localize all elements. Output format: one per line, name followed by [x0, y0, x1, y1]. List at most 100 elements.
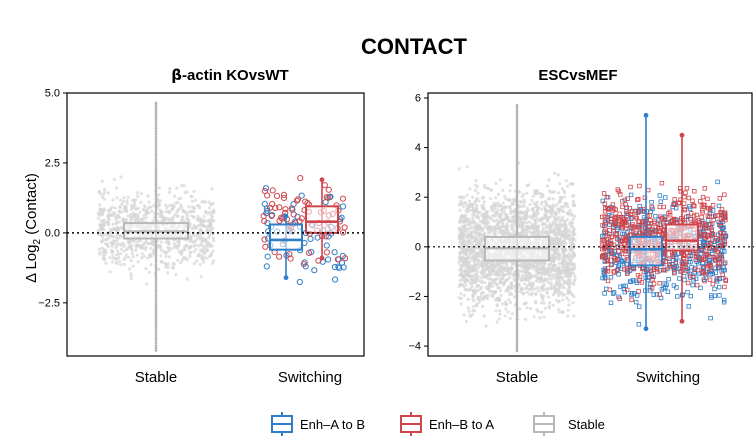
p2-point-ba	[700, 269, 706, 274]
p2-point-ba	[705, 205, 710, 211]
p2-point-stable	[476, 279, 481, 283]
p1-point-ba	[340, 229, 347, 236]
p1-box-ab	[269, 223, 303, 251]
p1-point-stable	[173, 213, 177, 217]
p1-point-stable	[196, 217, 200, 221]
p2-point-stable	[497, 230, 501, 235]
p2-point-ba	[686, 195, 691, 201]
p1-point-stable	[191, 240, 195, 244]
p2-point-ba	[629, 297, 634, 302]
p1-point-stable	[204, 237, 208, 241]
p2-point-stable	[517, 218, 521, 222]
p2-point-stable	[504, 273, 508, 277]
p2-point-stable	[459, 195, 463, 199]
p2-point-stable	[492, 262, 496, 266]
p2-point-ab	[611, 290, 617, 295]
p1-point-stable	[157, 243, 161, 248]
p1-point-stable	[172, 245, 176, 249]
p2-point-stable	[536, 309, 540, 314]
p2-point-ba	[677, 200, 682, 205]
p2-point-stable	[565, 184, 570, 188]
p2-point-ba	[713, 213, 718, 219]
p2-point-stable	[539, 202, 544, 206]
p2-point-ba	[652, 219, 657, 224]
p2-point-stable	[572, 214, 577, 218]
p2-point-stable	[560, 291, 564, 295]
p1-point-stable	[212, 209, 216, 213]
p1-point-stable	[207, 218, 211, 222]
p2-point-stable	[560, 262, 564, 266]
p2-point-ab	[665, 289, 671, 294]
p2-point-stable	[529, 307, 533, 311]
p1-point-ab	[332, 276, 339, 283]
p2-point-stable	[490, 270, 494, 274]
p2-point-stable	[475, 275, 479, 279]
p1-point-stable	[128, 218, 133, 222]
p2-point-stable	[460, 224, 464, 228]
p1-point-stable	[202, 245, 206, 249]
p2-point-stable	[569, 272, 573, 276]
p2-point-ba	[625, 271, 630, 276]
p2-point-stable	[551, 303, 555, 307]
p2-point-stable	[521, 223, 525, 227]
p2-point-stable	[481, 215, 485, 219]
p1-point-stable	[114, 235, 118, 240]
p2-point-stable	[571, 301, 575, 305]
p1-point-ba	[262, 243, 269, 250]
p2-point-stable	[462, 205, 466, 209]
p2-point-stable	[553, 284, 557, 288]
p1-point-stable	[100, 213, 104, 217]
p2-point-ba	[710, 254, 716, 260]
p2-point-ba	[623, 225, 629, 231]
p1-point-stable	[195, 237, 199, 241]
p1-point-stable	[201, 257, 205, 261]
p2-point-ba	[698, 199, 703, 204]
p1-point-stable	[120, 225, 124, 229]
p2-point-ab	[722, 297, 727, 303]
p2-point-ab	[722, 249, 727, 254]
p1-point-stable	[122, 249, 126, 253]
p1-point-stable	[146, 194, 150, 198]
p1-point-stable	[139, 238, 143, 243]
legend-key-b-to-a	[400, 412, 422, 436]
p2-point-stable	[462, 232, 466, 236]
p2-point-ba	[624, 265, 630, 271]
panel-2-frame	[427, 92, 753, 357]
p2-point-ba	[649, 286, 655, 291]
p2-point-stable	[461, 261, 465, 265]
p2-point-stable	[561, 310, 565, 314]
p2-point-stable	[554, 220, 558, 224]
p2-point-stable	[550, 259, 554, 263]
p1-point-stable	[96, 211, 101, 215]
p2-point-stable	[462, 214, 466, 218]
p2-point-stable	[559, 234, 563, 238]
p1-point-stable	[131, 255, 135, 259]
p2-point-stable	[527, 220, 532, 224]
p2-point-stable	[566, 279, 570, 283]
p2-point-stable	[493, 207, 497, 211]
p2-point-ab	[701, 264, 706, 269]
p1-point-stable	[192, 244, 196, 248]
p1-point-stable	[101, 254, 105, 258]
p1-point-stable	[177, 250, 181, 254]
p2-point-stable	[532, 202, 536, 206]
p1-point-stable	[132, 239, 136, 243]
p1-point-ba	[276, 204, 283, 211]
p2-point-ba	[655, 269, 660, 275]
p1-point-stable	[195, 259, 199, 263]
p1-point-stable	[135, 191, 139, 195]
p2-point-ab	[671, 201, 677, 206]
p2-point-stable	[531, 281, 535, 285]
p1-point-stable	[185, 213, 189, 217]
p2-point-ba	[612, 215, 617, 221]
p1-point-stable	[189, 214, 194, 218]
p2-point-stable	[572, 314, 576, 318]
p2-point-ba	[622, 267, 627, 272]
p2-point-stable	[512, 232, 517, 236]
p2-point-stable	[471, 256, 475, 260]
p2-point-stable	[572, 227, 576, 231]
p2-point-stable	[549, 277, 553, 281]
p2-point-ba	[617, 296, 622, 301]
p2-point-ba	[690, 198, 695, 203]
p1-point-stable	[167, 255, 171, 259]
